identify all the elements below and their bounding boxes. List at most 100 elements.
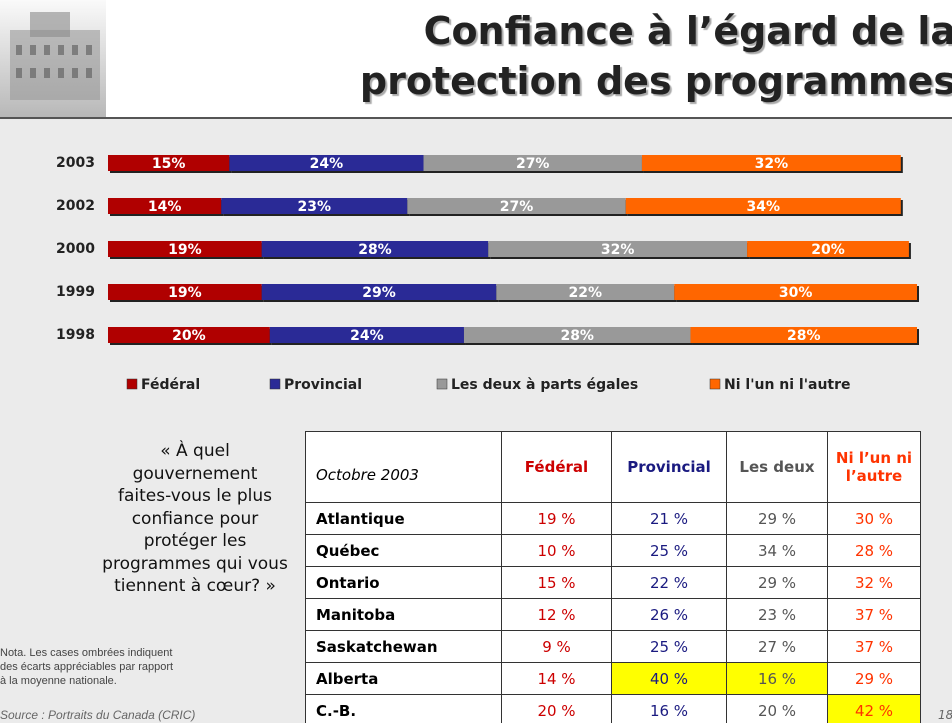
data-label: 24% — [350, 328, 384, 344]
y-tick-label: 1999 — [56, 284, 95, 300]
data-label: 28% — [358, 242, 392, 258]
y-tick-label: 1998 — [56, 327, 95, 343]
data-label: 27% — [500, 199, 534, 215]
note-line: des écarts appréciables par rapport — [0, 660, 173, 674]
table-cell: 16 % — [727, 663, 828, 695]
table-cell: 9 % — [502, 631, 612, 663]
question-line: gouvernement — [40, 463, 350, 486]
question-line: « À quel — [40, 440, 350, 463]
table-cell: 10 % — [502, 535, 612, 567]
title-line: Confiance à l’égard de la — [360, 6, 952, 56]
page-number: 18 — [938, 708, 952, 722]
data-label: 19% — [168, 242, 202, 258]
data-label: 24% — [310, 156, 344, 172]
table-row: C.-B.20 %16 %20 %42 % — [306, 695, 921, 723]
table-cell: 25 % — [612, 535, 727, 567]
table-cell: 29 % — [727, 503, 828, 535]
table-cell: 29 % — [828, 663, 921, 695]
table-row: Québec10 %25 %34 %28 % — [306, 535, 921, 567]
source: Source : Portraits du Canada (CRIC) — [0, 708, 195, 722]
legend-label: Ni l'un ni l'autre — [724, 377, 851, 393]
table-row: Atlantique19 %21 %29 %30 % — [306, 503, 921, 535]
question-line: tiennent à cœur? » — [40, 575, 350, 598]
y-tick-label: 2000 — [56, 241, 95, 257]
table-cell: 20 % — [502, 695, 612, 723]
data-label: 30% — [779, 285, 813, 301]
data-label: 23% — [298, 199, 332, 215]
table-cell: 29 % — [727, 567, 828, 599]
table-cell: 26 % — [612, 599, 727, 631]
table-cell: 40 % — [612, 663, 727, 695]
table-cell: 30 % — [828, 503, 921, 535]
row-label: C.-B. — [306, 695, 502, 723]
row-label: Saskatchewan — [306, 631, 502, 663]
question-line: faites-vous le plus — [40, 485, 350, 508]
table-cell: 32 % — [828, 567, 921, 599]
header-photo — [0, 0, 106, 117]
note-line: Nota. Les cases ombrées indiquent — [0, 646, 173, 660]
row-label: Atlantique — [306, 503, 502, 535]
data-label: 28% — [560, 328, 594, 344]
table-cell: 20 % — [727, 695, 828, 723]
corner-header: Octobre 2003 — [306, 432, 502, 503]
data-label: 32% — [755, 156, 789, 172]
legend-label: Provincial — [284, 377, 362, 393]
table-cell: 42 % — [828, 695, 921, 723]
data-label: 32% — [601, 242, 635, 258]
data-label: 34% — [747, 199, 781, 215]
title-line: protection des programmes — [360, 56, 952, 106]
slide: Confiance à l’égard de laprotection des … — [0, 0, 952, 723]
legend-swatch — [710, 379, 720, 389]
table-cell: 37 % — [828, 599, 921, 631]
y-tick-label: 2003 — [56, 155, 95, 171]
data-label: 14% — [148, 199, 182, 215]
question-line: protéger les — [40, 530, 350, 553]
table-cell: 15 % — [502, 567, 612, 599]
note-line: à la moyenne nationale. — [0, 674, 173, 688]
legend-label: Fédéral — [141, 377, 200, 393]
y-tick-label: 2002 — [56, 198, 95, 214]
legend-swatch — [127, 379, 137, 389]
question-line: programmes qui vous — [40, 553, 350, 576]
row-label: Québec — [306, 535, 502, 567]
column-header: Les deux — [727, 432, 828, 503]
legend-swatch — [270, 379, 280, 389]
table-cell: 22 % — [612, 567, 727, 599]
question-line: confiance pour — [40, 508, 350, 531]
data-label: 27% — [516, 156, 550, 172]
column-header: Provincial — [612, 432, 727, 503]
data-label: 29% — [362, 285, 396, 301]
table-cell: 37 % — [828, 631, 921, 663]
table-cell: 28 % — [828, 535, 921, 567]
column-header: Ni l’un ni l’autre — [828, 432, 921, 503]
data-label: 22% — [569, 285, 603, 301]
legend-label: Les deux à parts égales — [451, 377, 638, 393]
chart: 2003 15% 24% 27% 32% 2002 14% 23% 27% 34% 2000 19% 2… — [0, 120, 952, 410]
table-cell: 19 % — [502, 503, 612, 535]
table-cell: 25 % — [612, 631, 727, 663]
row-label: Alberta — [306, 663, 502, 695]
data-label: 28% — [787, 328, 821, 344]
row-label: Ontario — [306, 567, 502, 599]
row-label: Manitoba — [306, 599, 502, 631]
data-label: 19% — [168, 285, 202, 301]
legend-swatch — [437, 379, 447, 389]
table-cell: 21 % — [612, 503, 727, 535]
table-cell: 16 % — [612, 695, 727, 723]
table-cell: 12 % — [502, 599, 612, 631]
data-label: 20% — [172, 328, 206, 344]
column-header: Fédéral — [502, 432, 612, 503]
table-cell: 14 % — [502, 663, 612, 695]
table-cell: 23 % — [727, 599, 828, 631]
data-label: 15% — [152, 156, 186, 172]
table-cell: 27 % — [727, 631, 828, 663]
